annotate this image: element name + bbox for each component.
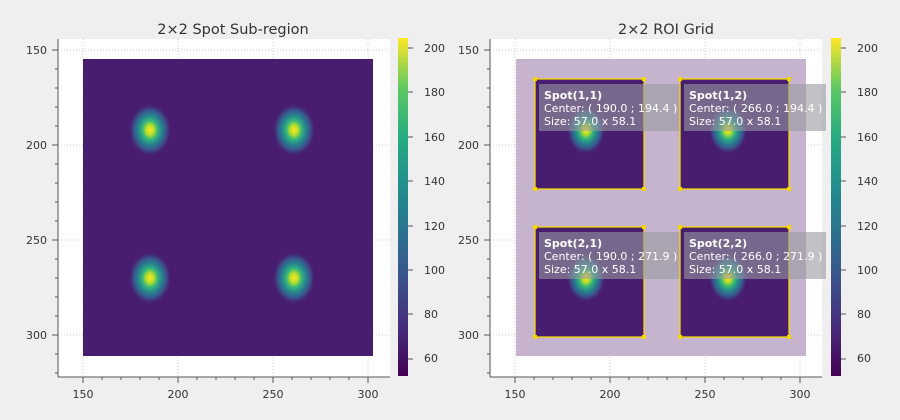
roi-size: Size: 57.0 x 58.1 — [544, 263, 636, 276]
roi-border — [534, 78, 645, 190]
x-tick-label: 200 — [168, 388, 189, 401]
axes-frame — [57, 39, 390, 378]
roi-center: Center: ( 266.0 ; 194.4 ) — [689, 102, 822, 115]
colorbar-ticks — [408, 47, 413, 360]
roi-center: Center: ( 266.0 ; 271.9 ) — [689, 250, 822, 263]
roi-border — [679, 78, 790, 190]
roi-border — [679, 226, 790, 338]
colorbar[interactable]: 60 80 100 120 140 160 180 200 — [398, 38, 445, 376]
x-tick-label: 150 — [73, 388, 94, 401]
x-tick-label: 200 — [600, 388, 621, 401]
roi-border — [534, 226, 645, 338]
y-tick-label: 250 — [26, 234, 47, 247]
y-tick-label: 200 — [458, 139, 479, 152]
colorbar-gradient — [831, 38, 841, 376]
spot-2-2 — [272, 251, 316, 305]
x-tick-labels: 150 200 250 300 — [73, 388, 379, 401]
y-tick-label: 300 — [26, 329, 47, 342]
roi-handles[interactable] — [678, 225, 791, 339]
colorbar-tick-label: 60 — [424, 352, 438, 365]
panel-spot-subregion: 2×2 Spot Sub-region — [26, 22, 445, 401]
image-background — [83, 59, 373, 356]
colorbar-tick-label: 160 — [424, 131, 445, 144]
y-tick-labels: 150 200 250 300 — [458, 44, 479, 342]
x-tick-label: 250 — [263, 388, 284, 401]
y-tick-label: 150 — [458, 44, 479, 57]
roi-name: Spot(2,1) — [544, 237, 602, 250]
colorbar-tick-label: 80 — [857, 308, 871, 321]
y-tick-label: 300 — [458, 329, 479, 342]
panel-roi-grid: 2×2 ROI Grid Spot(1,1) Center: ( 190.0 ;… — [458, 22, 878, 401]
roi-name: Spot(2,2) — [689, 237, 747, 250]
colorbar-tick-label: 80 — [424, 308, 438, 321]
colorbar-ticks — [841, 47, 846, 360]
x-tick-labels: 150 200 250 300 — [505, 388, 811, 401]
x-tick-label: 300 — [790, 388, 811, 401]
roi-handles[interactable] — [533, 225, 646, 339]
colorbar-tick-label: 200 — [857, 42, 878, 55]
y-axis — [52, 49, 58, 374]
roi-label-box — [539, 232, 681, 279]
y-tick-label: 200 — [26, 139, 47, 152]
x-axis — [514, 377, 801, 383]
roi-center: Center: ( 190.0 ; 194.4 ) — [544, 102, 677, 115]
roi-handles[interactable] — [533, 77, 646, 191]
x-axis — [82, 377, 369, 383]
roi-name: Spot(1,2) — [689, 89, 747, 102]
image[interactable] — [83, 59, 373, 356]
roi-spot-1-2[interactable]: Spot(1,2) Center: ( 266.0 ; 194.4 ) Size… — [678, 77, 826, 191]
colorbar-tick-label: 100 — [424, 264, 445, 277]
spot-1-1 — [128, 103, 172, 157]
colorbar-gradient — [398, 38, 408, 376]
colorbar-tick-label: 100 — [857, 264, 878, 277]
roi-size: Size: 57.0 x 58.1 — [689, 263, 781, 276]
x-tick-label: 250 — [695, 388, 716, 401]
y-tick-labels: 150 200 250 300 — [26, 44, 47, 342]
x-tick-label: 300 — [358, 388, 379, 401]
roi-label-box — [684, 232, 826, 279]
spot-2-1 — [128, 251, 172, 305]
y-tick-label: 250 — [458, 234, 479, 247]
axes-frame — [489, 39, 822, 378]
colorbar[interactable]: 60 80 100 120 140 160 180 200 — [831, 38, 878, 376]
roi-label-box — [684, 84, 826, 131]
panel-title: 2×2 Spot Sub-region — [157, 22, 308, 38]
x-tick-label: 150 — [505, 388, 526, 401]
roi-size: Size: 57.0 x 58.1 — [544, 115, 636, 128]
spot-1-2 — [272, 103, 316, 157]
y-axis — [484, 49, 490, 374]
roi-spot-2-1[interactable]: Spot(2,1) Center: ( 190.0 ; 271.9 ) Size… — [533, 225, 681, 339]
roi-center: Center: ( 190.0 ; 271.9 ) — [544, 250, 677, 263]
roi-name: Spot(1,1) — [544, 89, 602, 102]
roi-size: Size: 57.0 x 58.1 — [689, 115, 781, 128]
roi-spot-2-2[interactable]: Spot(2,2) Center: ( 266.0 ; 271.9 ) Size… — [678, 225, 826, 339]
colorbar-tick-label: 120 — [424, 220, 445, 233]
colorbar-tick-label: 140 — [857, 175, 878, 188]
colorbar-tick-label: 200 — [424, 42, 445, 55]
colorbar-tick-label: 60 — [857, 352, 871, 365]
roi-spot-1-1[interactable]: Spot(1,1) Center: ( 190.0 ; 194.4 ) Size… — [533, 77, 681, 191]
roi-handles[interactable] — [678, 77, 791, 191]
colorbar-tick-label: 120 — [857, 220, 878, 233]
y-tick-label: 150 — [26, 44, 47, 57]
colorbar-tick-label: 180 — [424, 86, 445, 99]
colorbar-tick-label: 180 — [857, 86, 878, 99]
colorbar-tick-label: 140 — [424, 175, 445, 188]
roi-label-box — [539, 84, 681, 131]
panel-title: 2×2 ROI Grid — [618, 22, 714, 38]
colorbar-tick-label: 160 — [857, 131, 878, 144]
